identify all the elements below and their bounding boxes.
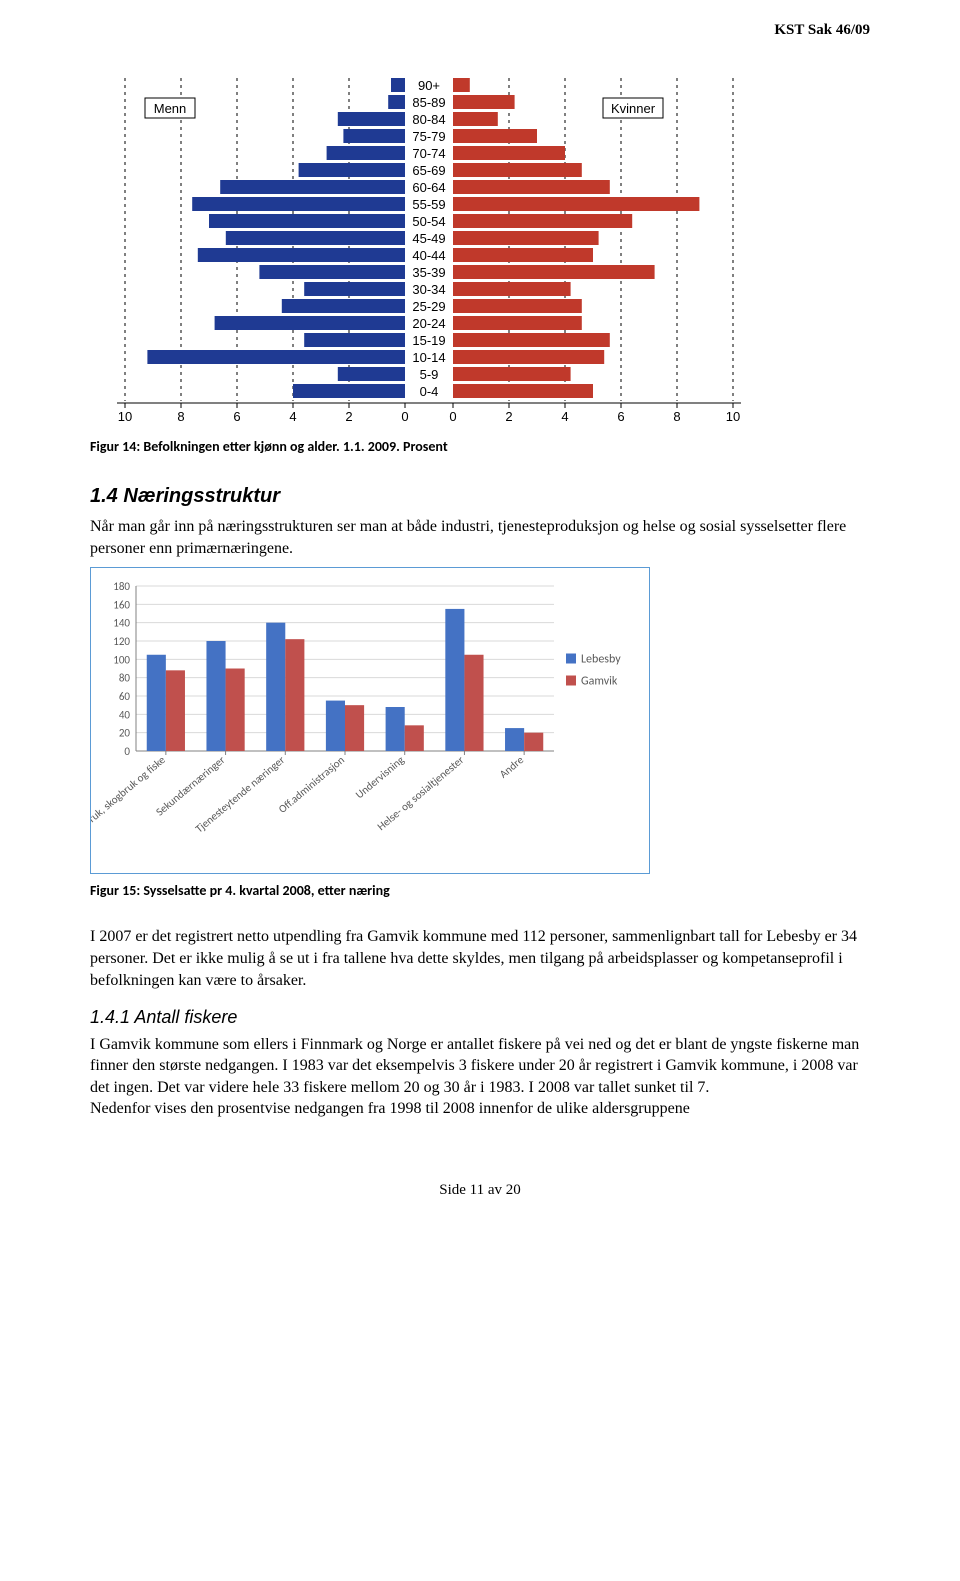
svg-text:0: 0	[401, 409, 408, 424]
svg-text:75-79: 75-79	[412, 129, 445, 144]
svg-text:0: 0	[449, 409, 456, 424]
svg-text:Menn: Menn	[154, 101, 187, 116]
svg-text:90+: 90+	[418, 78, 440, 93]
svg-text:45-49: 45-49	[412, 231, 445, 246]
svg-text:10: 10	[726, 409, 740, 424]
svg-text:20-24: 20-24	[412, 316, 445, 331]
svg-text:35-39: 35-39	[412, 265, 445, 280]
svg-text:Kvinner: Kvinner	[611, 101, 656, 116]
svg-text:Lebesby: Lebesby	[581, 653, 621, 667]
svg-text:6: 6	[617, 409, 624, 424]
para-1-4: Når man går inn på næringsstrukturen ser…	[90, 516, 870, 559]
svg-text:Off.administrasjon: Off.administrasjon	[276, 754, 347, 817]
para-after-fig15: I 2007 er det registrert netto utpendlin…	[90, 926, 870, 991]
svg-text:5-9: 5-9	[420, 367, 439, 382]
svg-text:60-64: 60-64	[412, 180, 445, 195]
svg-text:180: 180	[113, 580, 130, 593]
svg-text:0: 0	[124, 745, 130, 758]
svg-text:40-44: 40-44	[412, 248, 445, 263]
svg-text:80-84: 80-84	[412, 112, 445, 127]
heading-1-4-1: 1.4.1 Antall fiskere	[90, 1005, 870, 1029]
svg-text:85-89: 85-89	[412, 95, 445, 110]
svg-text:60: 60	[119, 690, 131, 703]
caption-figur15: Figur 15: Sysselsatte pr 4. kvartal 2008…	[90, 882, 870, 901]
svg-text:15-19: 15-19	[412, 333, 445, 348]
svg-text:Andre: Andre	[497, 753, 527, 781]
svg-text:40: 40	[119, 709, 131, 722]
svg-text:10: 10	[118, 409, 132, 424]
population-pyramid: 90+ 85-89 80-84 75-79 70-74 65-69 60-64 55-59 50…	[90, 60, 870, 430]
svg-text:8: 8	[177, 409, 184, 424]
svg-text:6: 6	[233, 409, 240, 424]
svg-text:100: 100	[113, 654, 130, 667]
svg-text:80: 80	[119, 672, 131, 685]
heading-1-4: 1.4 Næringsstruktur	[90, 483, 870, 510]
page-header-sak: KST Sak 46/09	[90, 20, 870, 40]
pyramid-svg: 90+ 85-89 80-84 75-79 70-74 65-69 60-64 55-59 50…	[90, 60, 790, 430]
svg-text:Jordbruk, skogbruk og fiske: Jordbruk, skogbruk og fiske	[91, 753, 168, 841]
svg-text:2: 2	[505, 409, 512, 424]
page-footer: Side 11 av 20	[90, 1180, 870, 1200]
svg-text:140: 140	[113, 617, 130, 630]
para-1-4-1: I Gamvik kommune som ellers i Finnmark o…	[90, 1034, 870, 1120]
caption-figur14: Figur 14: Befolkningen etter kjønn og al…	[90, 438, 870, 457]
svg-text:70-74: 70-74	[412, 146, 445, 161]
svg-text:55-59: 55-59	[412, 197, 445, 212]
svg-text:30-34: 30-34	[412, 282, 445, 297]
employment-barchart: 0 20 40 60 80 100 120 140 160 180 Jordbruk, skogbr…	[90, 567, 650, 873]
svg-text:160: 160	[113, 599, 130, 612]
svg-text:2: 2	[345, 409, 352, 424]
svg-text:25-29: 25-29	[412, 299, 445, 314]
svg-text:Gamvik: Gamvik	[581, 675, 618, 689]
svg-text:10-14: 10-14	[412, 350, 445, 365]
svg-text:120: 120	[113, 635, 130, 648]
svg-text:8: 8	[673, 409, 680, 424]
svg-text:0-4: 0-4	[420, 384, 439, 399]
svg-text:4: 4	[289, 409, 296, 424]
svg-text:65-69: 65-69	[412, 163, 445, 178]
svg-text:20: 20	[119, 727, 131, 740]
barchart-svg: 0 20 40 60 80 100 120 140 160 180 Jordbruk, skogbr…	[91, 576, 649, 866]
svg-text:4: 4	[561, 409, 568, 424]
svg-text:Undervisning: Undervisning	[353, 754, 407, 802]
svg-text:50-54: 50-54	[412, 214, 445, 229]
